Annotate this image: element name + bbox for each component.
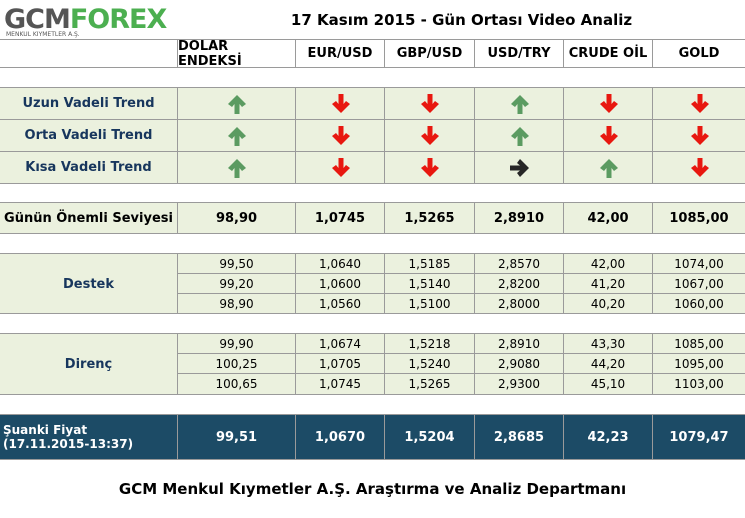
support-value: 1,0640 [295,253,385,274]
trend-arrow [228,159,246,178]
support-value: 40,20 [563,293,653,315]
trend-arrow [690,126,709,145]
support-value: 2,8000 [474,293,564,315]
support-value: 1,0600 [295,273,385,294]
support-value: 1067,00 [652,273,745,294]
column-header: USD/TRY [474,39,564,68]
trend-arrow [599,126,618,145]
support-value: 98,90 [177,293,296,315]
trend-arrow [421,126,439,145]
trend-arrow [331,94,350,113]
current-value: 42,23 [563,414,653,460]
spacer [0,233,745,254]
resistance-value: 1103,00 [652,373,745,395]
spacer [0,67,745,88]
support-value: 1,5140 [384,273,475,294]
spacer [0,183,745,203]
trend-arrow [228,95,246,114]
column-header: DOLAR ENDEKSİ [177,39,296,69]
resistance-value: 100,25 [177,353,296,374]
resistance-value: 1,0745 [295,373,385,395]
support-value: 99,50 [177,253,296,274]
resistance-value: 1,5218 [384,333,475,354]
resistance-value: 2,9080 [474,353,564,374]
column-header: CRUDE OİL [563,39,653,68]
trend-arrow [690,94,709,113]
current-value: 1,5204 [384,414,475,460]
support-value: 1074,00 [652,253,745,274]
trend-label: Orta Vadeli Trend [0,119,178,152]
resistance-value: 1,5265 [384,373,475,395]
support-label: Destek [0,253,178,315]
resistance-value: 2,8910 [474,333,564,354]
logo-sub: MENKUL KIYMETLER A.Ş. [6,31,80,38]
support-value: 1,0560 [295,293,385,315]
current-value: 99,51 [177,414,296,460]
key-level-value: 1,5265 [384,202,475,234]
support-value: 99,20 [177,273,296,294]
trend-arrow [599,159,618,178]
current-value: 1,0670 [295,414,385,460]
logo-left: GCM [4,4,71,35]
resistance-value: 44,20 [563,353,653,374]
footer: GCM Menkul Kıymetler A.Ş. Araştırma ve A… [118,480,627,498]
resistance-value: 1095,00 [652,353,745,374]
trend-arrow [690,158,709,177]
trend-arrow [331,158,350,177]
trend-arrow [599,94,618,113]
current-value: 1079,47 [652,414,745,460]
column-header: GOLD [652,39,745,68]
blank-cell [0,39,178,68]
title: 17 Kasım 2015 - Gün Ortası Video Analiz [290,11,633,29]
header-frame [0,0,745,40]
resistance-value: 45,10 [563,373,653,395]
trend-arrow [510,95,529,114]
trend-arrow [510,127,529,146]
resistance-value: 1085,00 [652,333,745,354]
trend-arrow [331,126,350,145]
resistance-value: 1,5240 [384,353,475,374]
resistance-value: 1,0674 [295,333,385,354]
logo-right: FOREX [69,4,167,35]
key-level-value: 98,90 [177,202,296,234]
trend-label: Kısa Vadeli Trend [0,151,178,184]
current-label-line: Şuanki Fiyat [3,423,88,437]
support-value: 2,8200 [474,273,564,294]
key-level-value: 1,0745 [295,202,385,234]
column-header: EUR/USD [295,39,385,68]
current-label: Şuanki Fiyat (17.11.2015-13:37) [0,414,178,460]
resistance-value: 2,9300 [474,373,564,395]
key-level-value: 42,00 [563,202,653,234]
resistance-value: 43,30 [563,333,653,354]
trend-arrow [421,94,439,113]
resistance-value: 99,90 [177,333,296,354]
resistance-label: Direnç [0,333,178,395]
logo: GCMFOREX MENKUL KIYMETLER A.Ş. [4,4,174,38]
key-level-value: 1085,00 [652,202,745,234]
resistance-value: 1,0705 [295,353,385,374]
support-value: 1060,00 [652,293,745,315]
spacer [0,394,745,415]
key-level-label: Günün Önemli Seviyesi [0,202,178,234]
spacer [0,313,745,334]
support-value: 41,20 [563,273,653,294]
support-value: 2,8570 [474,253,564,274]
trend-arrow [509,159,529,177]
support-value: 1,5185 [384,253,475,274]
column-header: GBP/USD [384,39,475,68]
trend-arrow [421,158,439,177]
support-value: 1,5100 [384,293,475,315]
key-level-value: 2,8910 [474,202,564,234]
trend-arrow [228,127,246,146]
support-value: 42,00 [563,253,653,274]
current-value: 2,8685 [474,414,564,460]
resistance-value: 100,65 [177,373,296,395]
trend-label: Uzun Vadeli Trend [0,87,178,120]
current-label-line: (17.11.2015-13:37) [3,437,134,451]
